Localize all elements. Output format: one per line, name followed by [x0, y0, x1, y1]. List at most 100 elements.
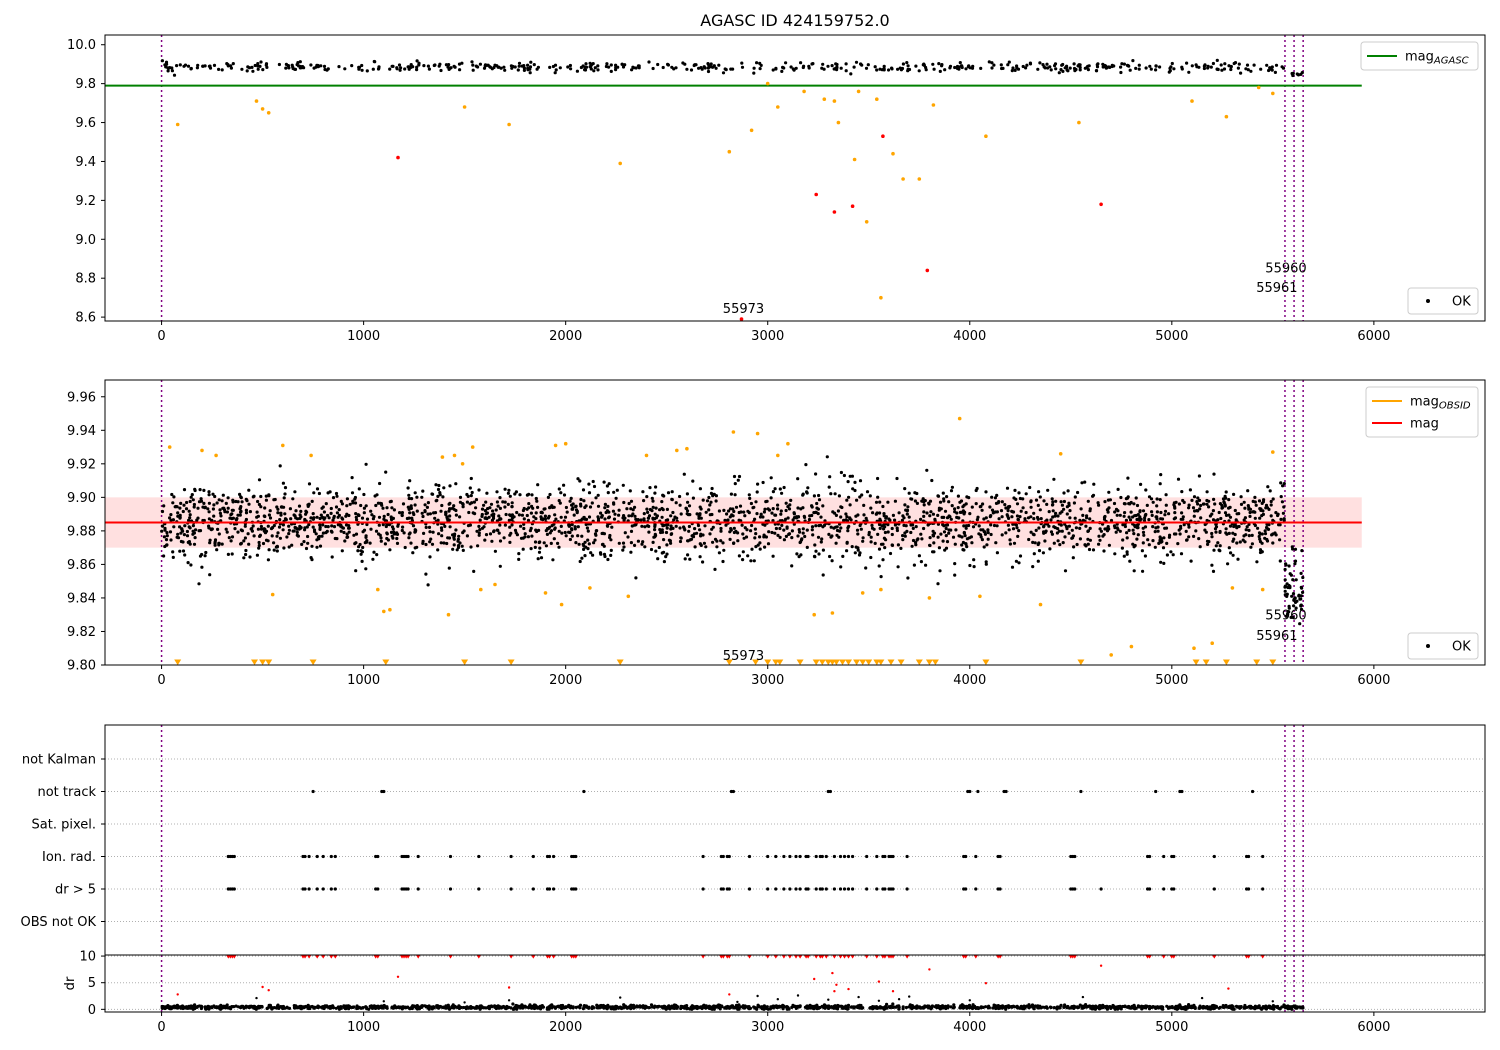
lower-limit-marker	[725, 659, 733, 666]
ok-point	[1023, 517, 1027, 521]
ok-point	[753, 536, 757, 540]
ok-point	[444, 510, 448, 514]
lower-limit-marker	[265, 659, 273, 666]
y-tick-label: 9.84	[67, 591, 96, 606]
ok-point	[1088, 517, 1092, 521]
flag-point	[448, 854, 453, 859]
ok-point	[1207, 505, 1211, 509]
ok-point	[1133, 1007, 1137, 1011]
ok-point	[1125, 552, 1129, 556]
ok-point	[1051, 509, 1055, 513]
ok-point	[256, 499, 260, 504]
mag-obsid-point	[588, 586, 592, 590]
ok-point	[563, 530, 567, 535]
ok-point	[856, 548, 860, 552]
ok-point	[740, 61, 744, 65]
ok-point	[698, 505, 702, 509]
ok-point	[1224, 527, 1228, 531]
ok-point	[401, 525, 405, 529]
ok-point	[428, 540, 432, 544]
ok-point	[1052, 525, 1056, 529]
ok-point	[864, 516, 868, 521]
ok-point	[1142, 518, 1147, 523]
ok-point	[1232, 61, 1236, 66]
ok-point	[1292, 604, 1296, 608]
ok-point	[774, 513, 778, 517]
ok-point	[1045, 518, 1049, 522]
ok-point	[344, 514, 348, 518]
ok-point	[849, 72, 853, 76]
ok-point	[817, 498, 822, 502]
ok-point	[462, 1005, 466, 1010]
ok-point	[239, 509, 243, 513]
ok-point	[931, 62, 935, 66]
ok-point	[1042, 499, 1046, 503]
ok-point	[400, 528, 404, 533]
ok-point	[193, 536, 197, 540]
red-point	[396, 155, 400, 160]
ok-point	[814, 472, 818, 476]
ok-point	[971, 64, 975, 68]
ok-point	[1269, 503, 1273, 507]
ok-point	[400, 510, 404, 515]
flag-point	[998, 887, 1002, 891]
flag-point	[1172, 854, 1176, 859]
ok-point	[950, 485, 955, 489]
category-label: not track	[37, 785, 96, 800]
mag-obsid-point	[1260, 587, 1265, 592]
ok-point	[941, 491, 945, 495]
ok-point	[439, 526, 444, 530]
ok-point	[415, 65, 419, 69]
ok-point	[941, 523, 945, 527]
ok-point	[525, 493, 530, 497]
ok-point	[1014, 497, 1018, 501]
orange-point	[901, 177, 905, 181]
ok-point	[452, 504, 456, 508]
ok-point	[1109, 518, 1114, 523]
legend-box	[1365, 386, 1479, 438]
ok-point	[729, 492, 734, 496]
ok-point	[266, 524, 270, 528]
ok-point	[647, 1006, 652, 1010]
orange-point	[462, 105, 467, 109]
ok-point	[238, 513, 242, 517]
ok-point	[563, 515, 568, 519]
ok-point	[738, 504, 743, 508]
ok-point	[1066, 489, 1070, 493]
ok-point	[850, 545, 854, 549]
ok-point	[1198, 1004, 1202, 1008]
ok-point	[758, 61, 762, 65]
ok-point	[689, 68, 694, 72]
ok-point	[773, 487, 777, 491]
ok-point	[795, 552, 799, 556]
ok-point	[407, 493, 411, 497]
ok-point	[495, 500, 499, 504]
ok-point	[1282, 505, 1286, 509]
ok-point	[886, 530, 890, 534]
ok-point	[669, 541, 673, 545]
ok-point	[490, 67, 494, 71]
ok-point	[1259, 67, 1263, 71]
ok-point	[433, 516, 437, 520]
x-tick-label: 4000	[953, 673, 986, 688]
ok-point	[425, 505, 429, 509]
orange-point	[875, 97, 879, 101]
ok-point	[684, 506, 689, 511]
ok-point	[829, 492, 833, 496]
ok-point	[1024, 66, 1028, 70]
ok-point	[1128, 68, 1132, 72]
ok-point	[642, 511, 646, 516]
ok-point	[703, 524, 707, 528]
ok-point	[672, 1003, 677, 1007]
ok-point	[469, 545, 473, 549]
ok-point	[224, 527, 228, 531]
ok-point	[226, 496, 230, 500]
legend-label-1: mag	[1410, 417, 1439, 432]
ok-point	[639, 518, 643, 522]
ok-point	[749, 559, 753, 563]
ok-point	[1279, 495, 1283, 499]
ok-point	[579, 502, 583, 506]
ok-point	[329, 506, 333, 511]
ok-point	[345, 532, 349, 536]
ok-point	[835, 533, 839, 537]
